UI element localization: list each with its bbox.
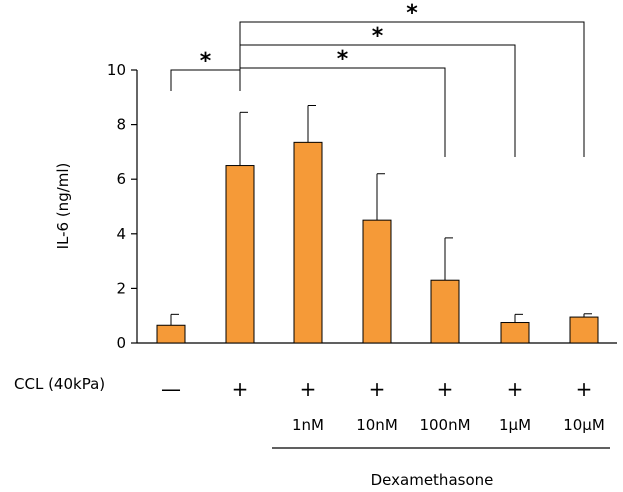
dose-label: 100nM: [419, 416, 470, 434]
y-axis-label: IL-6 (ng/ml): [54, 163, 72, 250]
significance-bracket: [239, 44, 516, 157]
dose-label: 1µM: [499, 416, 531, 434]
bar: [156, 324, 186, 344]
significance-brackets: * * * *: [170, 1, 585, 157]
ccl-sign: +: [507, 377, 524, 401]
y-tick-label: 2: [116, 279, 126, 297]
significance-star: *: [406, 1, 418, 26]
dose-label: 1nM: [292, 416, 324, 434]
bar: [225, 165, 255, 344]
ccl-sign: +: [232, 377, 249, 401]
y-tick-label: 6: [116, 170, 126, 188]
ccl-row-label: CCL (40kPa): [14, 375, 105, 393]
dexamethasone-group-label: Dexamethasone: [371, 471, 494, 489]
y-tick-label: 10: [107, 61, 126, 79]
significance-star: *: [200, 49, 212, 74]
treatment-rows: — + + + + + +1nM 10nM 100nM 1µM 10µM: [161, 377, 605, 434]
bars: [156, 104, 599, 344]
ccl-sign: —: [161, 377, 181, 401]
ccl-sign: +: [576, 377, 593, 401]
significance-star: *: [372, 24, 384, 49]
significance-bracket: [239, 21, 585, 157]
dose-label: 10µM: [563, 416, 605, 434]
ccl-sign: +: [300, 377, 317, 401]
y-tick-label: 0: [116, 334, 126, 352]
dose-label: 10nM: [356, 416, 398, 434]
bar: [293, 141, 323, 344]
bar: [569, 316, 599, 344]
bar: [362, 219, 392, 344]
ccl-sign: +: [369, 377, 386, 401]
axes: 0 2 4 6 8 10: [107, 61, 617, 352]
y-tick-label: 8: [116, 116, 126, 134]
significance-star: *: [337, 47, 349, 72]
y-tick-label: 4: [116, 225, 126, 243]
ccl-sign: +: [437, 377, 454, 401]
significance-bracket: [239, 67, 446, 157]
bar: [430, 279, 460, 344]
bar: [500, 322, 530, 344]
